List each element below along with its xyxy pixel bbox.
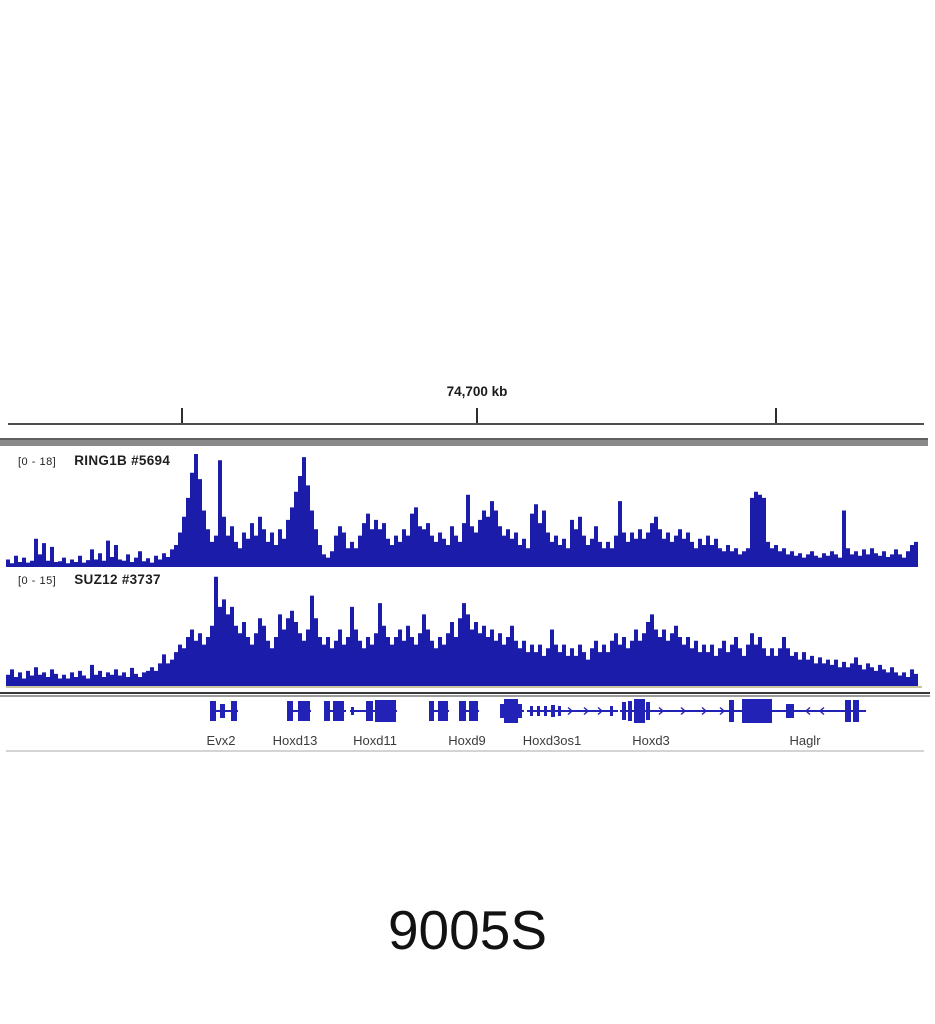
gene-label: Haglr xyxy=(789,733,821,748)
separator-gray-line xyxy=(0,695,930,697)
track-range-label: [0 - 15] xyxy=(18,575,57,587)
gene-glyph xyxy=(527,705,618,717)
signal-path xyxy=(6,454,918,567)
track-name-label: SUZ12 #3737 xyxy=(74,572,161,587)
gene-labels: Evx2 Hoxd13 Hoxd11 Hoxd9 Hoxd3os1 Hoxd3 Haglr xyxy=(0,733,935,751)
track-suz12-signal-svg xyxy=(6,576,918,686)
gene-glyph xyxy=(459,701,479,721)
gene-label: Hoxd3 xyxy=(632,733,670,748)
gene-glyph xyxy=(728,699,866,723)
gene-label: Hoxd9 xyxy=(448,733,486,748)
gene-glyph xyxy=(350,700,397,722)
gene-glyph xyxy=(324,701,346,721)
ruler-tick xyxy=(475,408,478,423)
track-name-label: RING1B #5694 xyxy=(74,453,171,468)
gene-track-bottom-line xyxy=(6,750,924,752)
ruler-baseline xyxy=(8,423,924,425)
gene-glyph xyxy=(429,701,449,721)
track-ring1b-label: [0 - 18] RING1B #5694 xyxy=(18,453,170,468)
gene-glyph xyxy=(287,701,311,721)
gene-glyphs-svg xyxy=(210,699,866,723)
gene-glyph xyxy=(620,699,735,723)
gene-glyph xyxy=(210,701,238,721)
separator-dark-line xyxy=(0,692,930,694)
signal-path xyxy=(6,576,918,686)
ruler-tick xyxy=(181,408,184,423)
ruler-tick xyxy=(774,408,777,423)
gene-label: Evx2 xyxy=(206,733,236,748)
locus-separator-bar xyxy=(0,438,928,446)
product-code: 9005S xyxy=(387,899,548,961)
track-range-label: [0 - 18] xyxy=(18,456,57,468)
gene-label: Hoxd3os1 xyxy=(522,733,582,748)
gene-label: Hoxd11 xyxy=(353,733,397,748)
gene-label: Hoxd13 xyxy=(272,733,318,748)
track-suz12-label: [0 - 15] SUZ12 #3737 xyxy=(18,572,161,587)
gene-glyph xyxy=(500,699,524,723)
ruler-position-label: 74,700 kb xyxy=(446,384,508,399)
track-ring1b-signal-svg xyxy=(6,454,918,567)
track-bottom-edge xyxy=(6,686,922,688)
